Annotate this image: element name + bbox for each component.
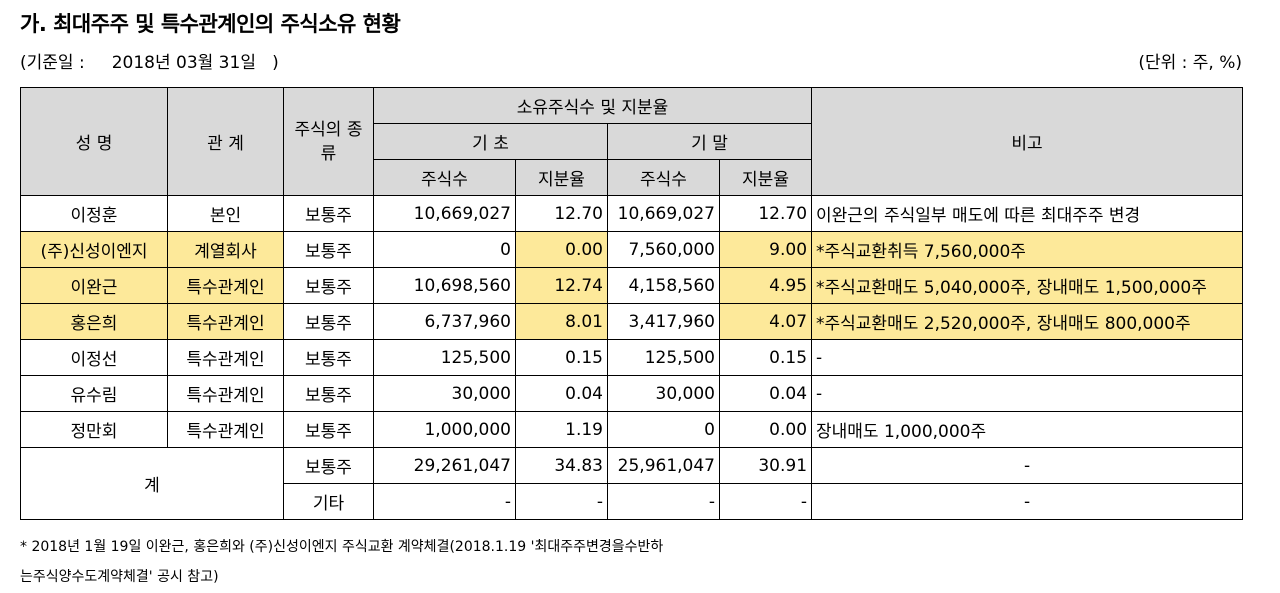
cell-end-shares: 7,560,000 <box>607 231 720 268</box>
base-date: (기준일 : 2018년 03월 31일 ) <box>20 53 279 73</box>
cell-begin-ratio: 1.19 <box>515 411 608 448</box>
cell-begin-ratio: 0.04 <box>515 375 608 412</box>
cell-type: 보통주 <box>283 267 374 304</box>
cell-note: *주식교환취득 7,560,000주 <box>811 231 1244 268</box>
cell-name: 이정선 <box>20 339 168 376</box>
table-row: 유수림 특수관계인 보통주 30,000 0.04 30,000 0.04 - <box>20 375 1244 412</box>
total-row: 기타 - - - - - <box>21 483 1244 520</box>
cell-begin-shares: 10,698,560 <box>373 267 516 304</box>
header-end-shares: 주식수 <box>607 159 720 196</box>
cell-note: 장내매도 1,000,000주 <box>811 411 1244 448</box>
cell-note: - <box>811 483 1244 520</box>
cell-note: *주식교환매도 5,040,000주, 장내매도 1,500,000주 <box>811 267 1244 304</box>
cell-note: - <box>811 339 1244 376</box>
cell-type: 보통주 <box>283 411 374 448</box>
table-row: 홍은희 특수관계인 보통주 6,737,960 8.01 3,417,960 4… <box>20 303 1244 340</box>
cell-name: 이정훈 <box>20 195 168 232</box>
cell-end-shares: 4,158,560 <box>607 267 720 304</box>
cell-name: (주)신성이엔지 <box>20 231 168 268</box>
total-label: 계 <box>20 447 284 520</box>
cell-type: 보통주 <box>283 231 374 268</box>
cell-type: 보통주 <box>283 303 374 340</box>
cell-begin-shares: 6,737,960 <box>373 303 516 340</box>
table-meta: (기준일 : 2018년 03월 31일 ) (단위 : 주, %) <box>20 48 1242 73</box>
table-row: 이정선 특수관계인 보통주 125,500 0.15 125,500 0.15 … <box>20 339 1244 376</box>
cell-note: 이완근의 주식일부 매도에 따른 최대주주 변경 <box>811 195 1244 232</box>
cell-type: 보통주 <box>283 339 374 376</box>
cell-begin-shares: 30,000 <box>373 375 516 412</box>
cell-begin-shares: 0 <box>373 231 516 268</box>
header-ownership: 소유주식수 및 지분율 <box>372 87 813 124</box>
unit-label: (단위 : 주, %) <box>1138 53 1242 73</box>
cell-end-ratio: - <box>718 483 813 520</box>
shareholding-table: 성 명 관 계 주식의 종류 소유주식수 및 지분율 비고 기 초 기 말 주식… <box>20 87 1244 520</box>
footnote: * 2018년 1월 19일 이완근, 홍은희와 (주)신성이엔지 주식교환 계… <box>20 539 664 585</box>
cell-begin-ratio: 0.00 <box>515 231 608 268</box>
cell-end-shares: 25,961,047 <box>607 447 720 484</box>
cell-name: 이완근 <box>20 267 168 304</box>
cell-note: - <box>811 375 1244 412</box>
cell-begin-shares: 1,000,000 <box>373 411 516 448</box>
cell-end-ratio: 12.70 <box>718 195 813 232</box>
cell-note: *주식교환매도 2,520,000주, 장내매도 800,000주 <box>811 303 1244 340</box>
page-title: 가. 최대주주 및 특수관계인의 주식소유 현황 <box>20 12 401 36</box>
cell-name: 홍은희 <box>20 303 168 340</box>
cell-end-shares: 3,417,960 <box>607 303 720 340</box>
cell-type: 보통주 <box>283 375 374 412</box>
cell-end-ratio: 4.07 <box>718 303 813 340</box>
header-end-ratio: 지분율 <box>718 159 813 196</box>
cell-name: 유수림 <box>20 375 168 412</box>
header-begin-ratio: 지분율 <box>515 159 608 196</box>
header-relation: 관 계 <box>167 87 284 196</box>
cell-begin-ratio: 12.74 <box>515 267 608 304</box>
cell-begin-ratio: 8.01 <box>515 303 608 340</box>
cell-end-ratio: 9.00 <box>718 231 813 268</box>
cell-end-ratio: 0.15 <box>718 339 813 376</box>
cell-relation: 계열회사 <box>167 231 284 268</box>
cell-begin-ratio: 34.83 <box>515 447 608 484</box>
header-note: 비고 <box>811 87 1244 196</box>
header-begin-shares: 주식수 <box>373 159 516 196</box>
cell-note: - <box>811 447 1244 484</box>
cell-relation: 특수관계인 <box>167 375 284 412</box>
header-stock-type: 주식의 종류 <box>283 87 374 196</box>
cell-end-ratio: 0.04 <box>718 375 813 412</box>
table-row: 이완근 특수관계인 보통주 10,698,560 12.74 4,158,560… <box>20 267 1244 304</box>
cell-end-ratio: 0.00 <box>718 411 813 448</box>
cell-begin-shares: 10,669,027 <box>373 195 516 232</box>
cell-end-shares: 0 <box>607 411 720 448</box>
table-row: (주)신성이엔지 계열회사 보통주 0 0.00 7,560,000 9.00 … <box>20 231 1244 268</box>
cell-begin-ratio: 0.15 <box>515 339 608 376</box>
cell-end-ratio: 4.95 <box>718 267 813 304</box>
cell-type: 보통주 <box>283 447 374 484</box>
total-row: 계 보통주 29,261,047 34.83 25,961,047 30.91 … <box>20 447 1244 520</box>
table-row: 이정훈 본인 보통주 10,669,027 12.70 10,669,027 1… <box>20 195 1244 232</box>
cell-end-ratio: 30.91 <box>718 447 813 484</box>
cell-type: 보통주 <box>283 195 374 232</box>
header-end: 기 말 <box>606 123 813 160</box>
table-row: 정만회 특수관계인 보통주 1,000,000 1.19 0 0.00 장내매도… <box>20 411 1244 448</box>
cell-begin-ratio: - <box>515 483 608 520</box>
cell-end-shares: 125,500 <box>607 339 720 376</box>
cell-begin-shares: - <box>373 483 516 520</box>
cell-relation: 특수관계인 <box>167 267 284 304</box>
cell-begin-shares: 125,500 <box>373 339 516 376</box>
cell-end-shares: 10,669,027 <box>607 195 720 232</box>
cell-relation: 특수관계인 <box>167 303 284 340</box>
cell-end-shares: - <box>607 483 720 520</box>
cell-relation: 본인 <box>167 195 284 232</box>
cell-relation: 특수관계인 <box>167 339 284 376</box>
cell-type: 기타 <box>283 483 374 520</box>
cell-begin-shares: 29,261,047 <box>373 447 516 484</box>
cell-relation: 특수관계인 <box>167 411 284 448</box>
header-begin: 기 초 <box>373 123 608 160</box>
header-name: 성 명 <box>20 87 168 196</box>
cell-begin-ratio: 12.70 <box>515 195 608 232</box>
cell-name: 정만회 <box>20 411 168 448</box>
cell-end-shares: 30,000 <box>607 375 720 412</box>
